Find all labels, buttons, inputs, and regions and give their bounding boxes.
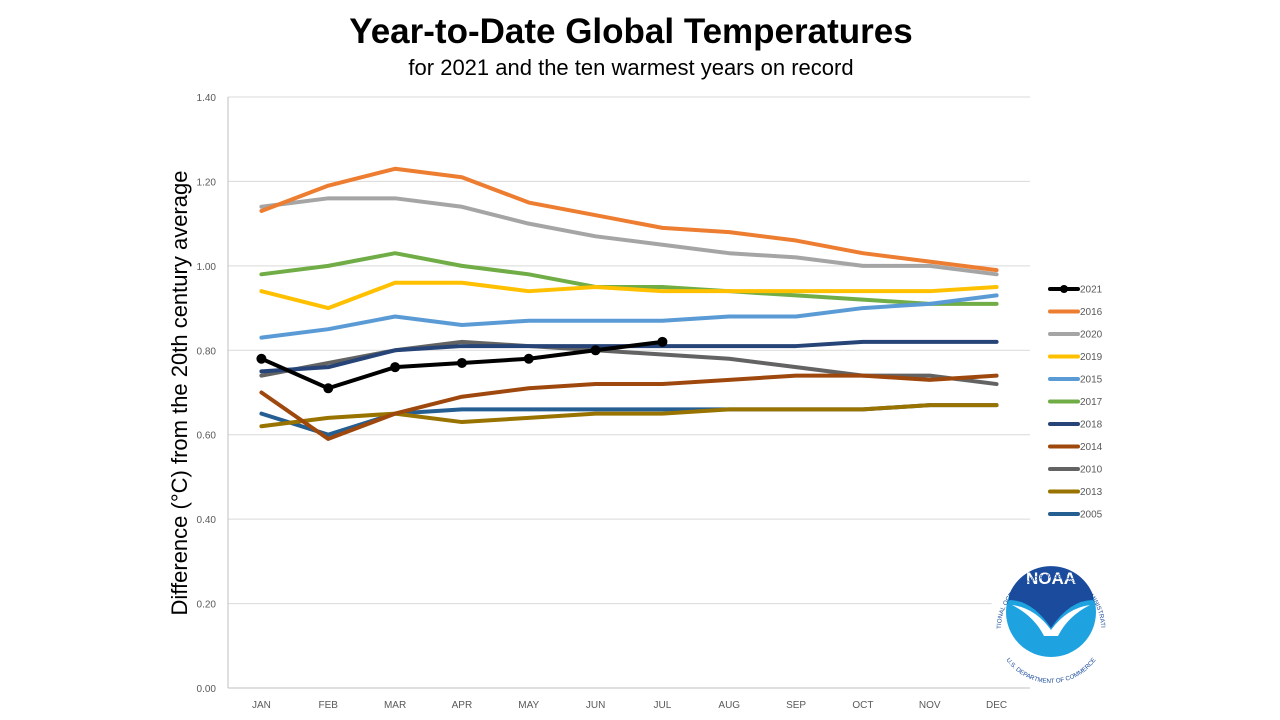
- y-tick-label: 0.60: [197, 431, 217, 442]
- legend-label: 2018: [1080, 420, 1103, 431]
- x-tick-label: SEP: [786, 700, 806, 711]
- legend-item: 2015: [1048, 375, 1103, 386]
- y-tick-label: 0.20: [197, 600, 217, 611]
- legend-item: 2010: [1048, 465, 1103, 476]
- legend-item: 2016: [1048, 307, 1103, 318]
- series-2015: [259, 293, 999, 340]
- legend: 2021 2016 2020 2019 2015 2017 2018 2014 2010 2013…: [1048, 285, 1103, 521]
- legend-item: 2018: [1048, 420, 1103, 431]
- x-tick-label: FEB: [319, 700, 339, 711]
- legend-label: 2013: [1080, 487, 1103, 498]
- y-tick-label: 1.00: [197, 262, 217, 273]
- y-tick-label: 0.80: [197, 346, 217, 357]
- chart-subtitle: for 2021 and the ten warmest years on re…: [408, 55, 854, 80]
- series-line: [259, 293, 999, 340]
- data-point: [523, 353, 534, 364]
- legend-item: 2020: [1048, 330, 1103, 341]
- y-tick-label: 0.00: [197, 684, 217, 695]
- legend-label: 2015: [1080, 375, 1103, 386]
- x-tick-label: APR: [452, 700, 473, 711]
- data-point: [456, 357, 467, 368]
- x-tick-labels: JAN FEB MAR APR MAY JUN JUL AUG SEP OCT NOV DEC: [252, 700, 1007, 711]
- x-tick-label: DEC: [986, 700, 1007, 711]
- series-line: [259, 373, 999, 441]
- x-tick-label: JUL: [654, 700, 672, 711]
- legend-label: 2021: [1080, 285, 1103, 296]
- legend-item: 2005: [1048, 510, 1103, 521]
- x-tick-label: MAY: [518, 700, 539, 711]
- x-tick-label: NOV: [919, 700, 941, 711]
- series-line: [259, 166, 999, 273]
- legend-item: 2019: [1048, 352, 1103, 363]
- series-line: [259, 251, 999, 306]
- series-2014: [259, 373, 999, 441]
- series-2013: [259, 403, 999, 429]
- y-tick-labels: 0.00 0.20 0.40 0.60 0.80 1.00 1.20 1.40: [197, 93, 217, 695]
- y-tick-label: 1.40: [197, 93, 217, 104]
- gridlines: [228, 96, 1030, 605]
- data-point: [390, 362, 401, 373]
- series-2019: [259, 280, 999, 311]
- chart-title: Year-to-Date Global Temperatures: [349, 12, 913, 51]
- x-tick-label: JUN: [586, 700, 605, 711]
- logo-sky: [1009, 566, 1093, 628]
- series-2020: [259, 196, 999, 277]
- x-tick-label: JAN: [252, 700, 271, 711]
- data-point: [657, 336, 668, 347]
- x-tick-label: AUG: [718, 700, 740, 711]
- legend-label: 2005: [1080, 510, 1103, 521]
- legend-label: 2017: [1080, 397, 1103, 408]
- series-2016: [259, 166, 999, 273]
- series-line: [259, 280, 999, 311]
- legend-item: 2021: [1048, 285, 1103, 296]
- legend-item: 2017: [1048, 397, 1103, 408]
- x-tick-label: OCT: [852, 700, 873, 711]
- legend-label: 2014: [1080, 442, 1103, 453]
- legend-label: 2016: [1080, 307, 1103, 318]
- bird-icon: [1012, 605, 1090, 636]
- series-2021: [256, 336, 668, 394]
- legend-item: 2014: [1048, 442, 1103, 453]
- series-lines: [256, 166, 999, 441]
- legend-label: 2020: [1080, 330, 1103, 341]
- axes: [227, 97, 1030, 689]
- legend-marker: [1060, 285, 1068, 293]
- logo-name: NOAA: [1026, 569, 1076, 588]
- legend-label: 2010: [1080, 465, 1103, 476]
- data-point: [256, 353, 267, 364]
- x-tick-label: MAR: [384, 700, 406, 711]
- y-tick-label: 1.20: [197, 177, 217, 188]
- series-2017: [259, 251, 999, 306]
- data-point: [323, 383, 334, 394]
- legend-item: 2013: [1048, 487, 1103, 498]
- series-line: [259, 196, 999, 277]
- data-point: [590, 345, 601, 356]
- y-tick-label: 0.40: [197, 515, 217, 526]
- legend-label: 2019: [1080, 352, 1103, 363]
- logo-ring-top: NATIONAL OCEANIC AND ATMOSPHERIC ADMINIS…: [0, 0, 1106, 629]
- series-line: [259, 403, 999, 429]
